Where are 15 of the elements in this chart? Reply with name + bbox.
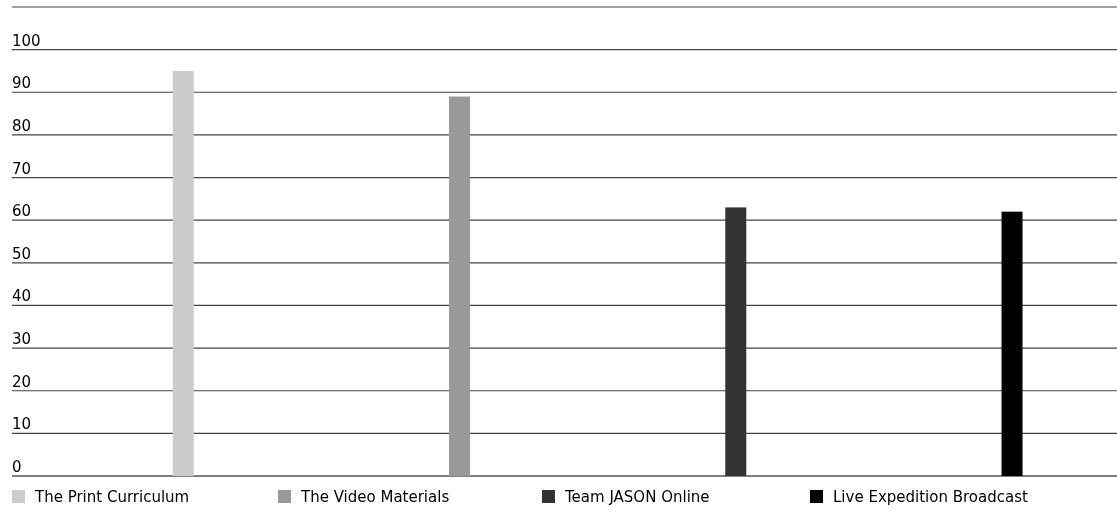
legend-label: Live Expedition Broadcast [833, 488, 1028, 506]
y-tick-label: 90 [12, 74, 32, 93]
y-tick-label: 60 [12, 202, 32, 221]
y-tick-label: 50 [12, 244, 32, 263]
y-tick-label: 30 [12, 330, 32, 349]
y-tick-label: 80 [12, 116, 32, 135]
y-tick-label: 20 [12, 372, 32, 391]
legend-label: Team JASON Online [564, 488, 710, 506]
y-tick-label: 40 [12, 287, 32, 306]
legend-label: The Print Curriculum [34, 488, 190, 506]
y-tick-label: 10 [12, 415, 32, 434]
y-tick-label: 70 [12, 159, 32, 178]
y-tick-label: 100 [12, 31, 41, 50]
y-tick-label: 0 [12, 458, 22, 476]
legend-label: The Video Materials [300, 488, 450, 506]
